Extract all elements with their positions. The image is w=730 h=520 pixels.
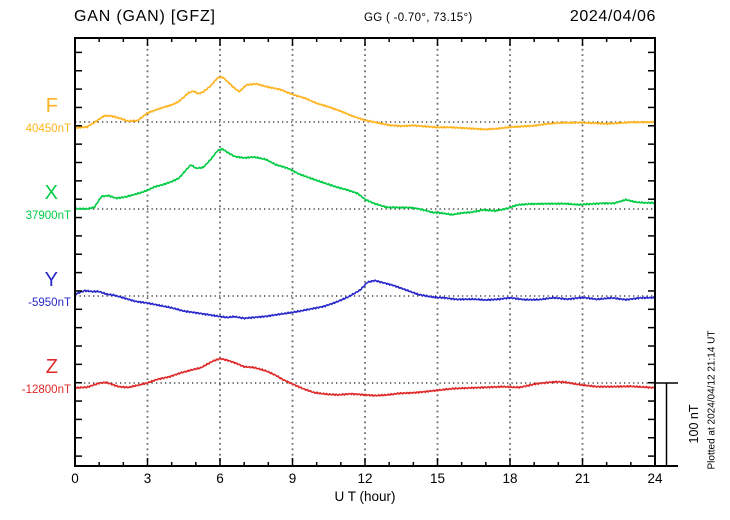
series-curve-X xyxy=(74,147,656,216)
x-tick-label-21: 21 xyxy=(574,471,591,486)
series-label-F: F xyxy=(45,95,58,117)
series-curves xyxy=(74,76,656,397)
series-baseline-value-F: 40450nT xyxy=(25,123,71,135)
geographic-coordinates: GG ( -0.70°, 73.15°) xyxy=(364,12,473,24)
scale-bar-label: 100 nT xyxy=(687,404,701,444)
series-label-Y: Y xyxy=(44,269,58,291)
plotted-timestamp: Plotted at 2024/04/12 21:14 UT xyxy=(706,330,718,470)
series-baseline-value-X: 37900nT xyxy=(25,210,71,222)
x-tick-label-12: 12 xyxy=(357,471,373,486)
series-curve-F xyxy=(74,76,656,131)
series-curve-Z xyxy=(74,357,656,397)
x-tick-label-15: 15 xyxy=(429,471,446,486)
x-tick-label-3: 3 xyxy=(143,471,152,486)
series-baseline-value-Z: -12800nT xyxy=(21,384,71,396)
plot-frame xyxy=(74,37,656,467)
series-baseline-value-Y: -5950nT xyxy=(28,297,71,309)
scale-bar xyxy=(655,382,678,466)
station-title: GAN (GAN) [GFZ] xyxy=(74,8,216,25)
x-tick-label-9: 9 xyxy=(288,471,297,486)
x-tick-label-18: 18 xyxy=(502,471,518,486)
grid-lines xyxy=(75,38,655,466)
x-tick-label-6: 6 xyxy=(216,471,224,486)
series-curve-Y xyxy=(74,279,656,320)
axes-frame xyxy=(74,37,678,467)
plot-date: 2024/04/06 xyxy=(569,8,656,25)
series-label-Z: Z xyxy=(45,356,58,378)
x-tick-label-0: 0 xyxy=(71,471,79,486)
x-axis-label: U T (hour) xyxy=(334,489,396,504)
series-label-X: X xyxy=(44,182,58,204)
axis-ticks xyxy=(74,38,656,466)
x-tick-label-24: 24 xyxy=(647,471,663,486)
